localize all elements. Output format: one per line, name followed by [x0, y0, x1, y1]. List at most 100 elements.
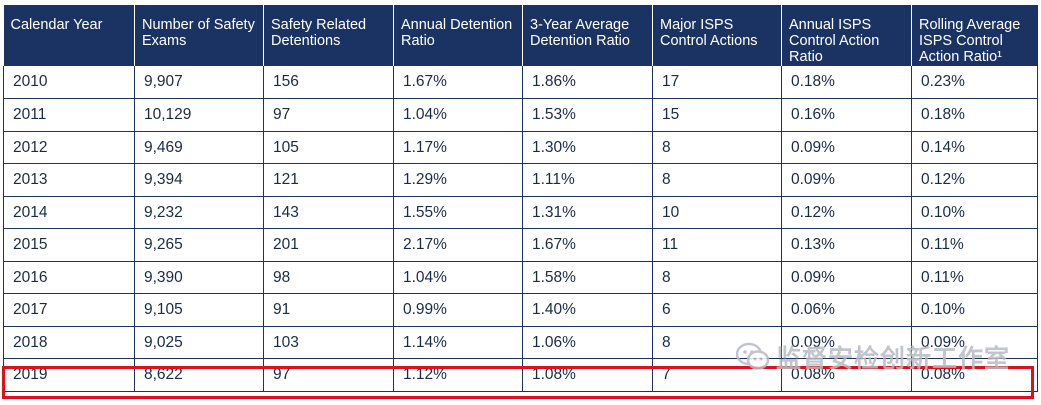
cell-annual-detention-ratio: 0.99%: [393, 293, 523, 327]
cell-safety-exams: 9,469: [134, 131, 264, 164]
column-header-annual-detention-ratio: Annual Detention Ratio: [393, 5, 523, 66]
cell-annual-detention-ratio: 1.55%: [393, 196, 523, 229]
column-header-rolling-isps-ratio: Rolling Average ISPS Control Action Rati…: [911, 5, 1038, 66]
cell-detentions: 91: [263, 293, 394, 327]
cell-year: 2011: [3, 98, 135, 132]
cell-rolling-isps-ratio: 0.09%: [911, 326, 1038, 359]
cell-annual-detention-ratio: 2.17%: [393, 228, 523, 262]
cell-year: 2019: [3, 358, 135, 392]
cell-rolling-isps-ratio: 0.11%: [911, 261, 1038, 294]
cell-annual-isps-ratio: 0.09%: [781, 131, 912, 164]
cell-3yr-avg-detention-ratio: 1.30%: [522, 131, 653, 164]
table-row: 2014 9,232 143 1.55% 1.31% 10 0.12% 0.10…: [3, 196, 1038, 229]
cell-year: 2014: [3, 196, 135, 229]
cell-annual-isps-ratio: 0.09%: [781, 163, 912, 197]
column-header-detentions: Safety Related Detentions: [263, 5, 394, 66]
safety-exam-table-container: Calendar Year Number of Safety Exams Saf…: [3, 5, 1038, 392]
table-row: 2013 9,394 121 1.29% 1.11% 8 0.09% 0.12%: [3, 163, 1038, 197]
cell-3yr-avg-detention-ratio: 1.11%: [522, 163, 653, 197]
cell-isps-control-actions: 7: [652, 358, 782, 392]
table-header-row: Calendar Year Number of Safety Exams Saf…: [3, 5, 1038, 66]
cell-rolling-isps-ratio: 0.14%: [911, 131, 1038, 164]
cell-annual-detention-ratio: 1.29%: [393, 163, 523, 197]
table-row: 2018 9,025 103 1.14% 1.06% 8 0.09% 0.09%: [3, 326, 1038, 359]
cell-annual-isps-ratio: 0.12%: [781, 196, 912, 229]
cell-safety-exams: 9,390: [134, 261, 264, 294]
cell-rolling-isps-ratio: 0.10%: [911, 196, 1038, 229]
cell-3yr-avg-detention-ratio: 1.40%: [522, 293, 653, 327]
cell-annual-isps-ratio: 0.16%: [781, 98, 912, 132]
cell-safety-exams: 9,907: [134, 66, 264, 99]
cell-rolling-isps-ratio: 0.12%: [911, 163, 1038, 197]
table-row: 2016 9,390 98 1.04% 1.58% 8 0.09% 0.11%: [3, 261, 1038, 294]
cell-3yr-avg-detention-ratio: 1.31%: [522, 196, 653, 229]
cell-annual-isps-ratio: 0.08%: [781, 358, 912, 392]
cell-isps-control-actions: 10: [652, 196, 782, 229]
cell-detentions: 97: [263, 98, 394, 132]
cell-detentions: 156: [263, 66, 394, 99]
cell-3yr-avg-detention-ratio: 1.86%: [522, 66, 653, 99]
column-header-annual-isps-ratio: Annual ISPS Control Action Ratio: [781, 5, 912, 66]
cell-3yr-avg-detention-ratio: 1.08%: [522, 358, 653, 392]
cell-isps-control-actions: 8: [652, 163, 782, 197]
cell-rolling-isps-ratio: 0.23%: [911, 66, 1038, 99]
cell-detentions: 98: [263, 261, 394, 294]
column-header-calendar-year: Calendar Year: [3, 5, 135, 66]
cell-isps-control-actions: 11: [652, 228, 782, 262]
cell-isps-control-actions: 17: [652, 66, 782, 99]
cell-annual-detention-ratio: 1.14%: [393, 326, 523, 359]
column-header-isps-control-actions: Major ISPS Control Actions: [652, 5, 782, 66]
cell-annual-isps-ratio: 0.06%: [781, 293, 912, 327]
cell-safety-exams: 10,129: [134, 98, 264, 132]
cell-annual-detention-ratio: 1.04%: [393, 98, 523, 132]
cell-safety-exams: 9,025: [134, 326, 264, 359]
cell-annual-isps-ratio: 0.13%: [781, 228, 912, 262]
cell-isps-control-actions: 8: [652, 326, 782, 359]
cell-safety-exams: 9,394: [134, 163, 264, 197]
cell-detentions: 121: [263, 163, 394, 197]
cell-detentions: 97: [263, 358, 394, 392]
cell-year: 2013: [3, 163, 135, 197]
cell-annual-detention-ratio: 1.12%: [393, 358, 523, 392]
cell-safety-exams: 9,232: [134, 196, 264, 229]
cell-isps-control-actions: 8: [652, 261, 782, 294]
table-row: 2015 9,265 201 2.17% 1.67% 11 0.13% 0.11…: [3, 228, 1038, 262]
table-row: 2017 9,105 91 0.99% 1.40% 6 0.06% 0.10%: [3, 293, 1038, 327]
table-row-highlighted: 2019 8,622 97 1.12% 1.08% 7 0.08% 0.08%: [3, 358, 1038, 392]
safety-exam-table: Calendar Year Number of Safety Exams Saf…: [3, 5, 1038, 392]
cell-rolling-isps-ratio: 0.18%: [911, 98, 1038, 132]
cell-detentions: 103: [263, 326, 394, 359]
cell-3yr-avg-detention-ratio: 1.58%: [522, 261, 653, 294]
cell-rolling-isps-ratio: 0.11%: [911, 228, 1038, 262]
cell-rolling-isps-ratio: 0.08%: [911, 358, 1038, 392]
cell-isps-control-actions: 8: [652, 131, 782, 164]
cell-year: 2015: [3, 228, 135, 262]
cell-3yr-avg-detention-ratio: 1.67%: [522, 228, 653, 262]
column-header-safety-exams: Number of Safety Exams: [134, 5, 264, 66]
cell-safety-exams: 9,265: [134, 228, 264, 262]
table-row: 2011 10,129 97 1.04% 1.53% 15 0.16% 0.18…: [3, 98, 1038, 132]
cell-detentions: 201: [263, 228, 394, 262]
cell-year: 2018: [3, 326, 135, 359]
cell-detentions: 105: [263, 131, 394, 164]
cell-safety-exams: 8,622: [134, 358, 264, 392]
cell-annual-isps-ratio: 0.09%: [781, 261, 912, 294]
column-header-3yr-avg-detention-ratio: 3-Year Average Detention Ratio: [522, 5, 653, 66]
cell-annual-detention-ratio: 1.17%: [393, 131, 523, 164]
cell-rolling-isps-ratio: 0.10%: [911, 293, 1038, 327]
table-row: 2012 9,469 105 1.17% 1.30% 8 0.09% 0.14%: [3, 131, 1038, 164]
cell-year: 2016: [3, 261, 135, 294]
cell-annual-detention-ratio: 1.67%: [393, 66, 523, 99]
cell-safety-exams: 9,105: [134, 293, 264, 327]
cell-annual-detention-ratio: 1.04%: [393, 261, 523, 294]
cell-annual-isps-ratio: 0.18%: [781, 66, 912, 99]
cell-isps-control-actions: 6: [652, 293, 782, 327]
cell-isps-control-actions: 15: [652, 98, 782, 132]
cell-year: 2010: [3, 66, 135, 99]
cell-annual-isps-ratio: 0.09%: [781, 326, 912, 359]
table-row: 2010 9,907 156 1.67% 1.86% 17 0.18% 0.23…: [3, 66, 1038, 99]
cell-year: 2017: [3, 293, 135, 327]
cell-3yr-avg-detention-ratio: 1.06%: [522, 326, 653, 359]
cell-3yr-avg-detention-ratio: 1.53%: [522, 98, 653, 132]
cell-detentions: 143: [263, 196, 394, 229]
